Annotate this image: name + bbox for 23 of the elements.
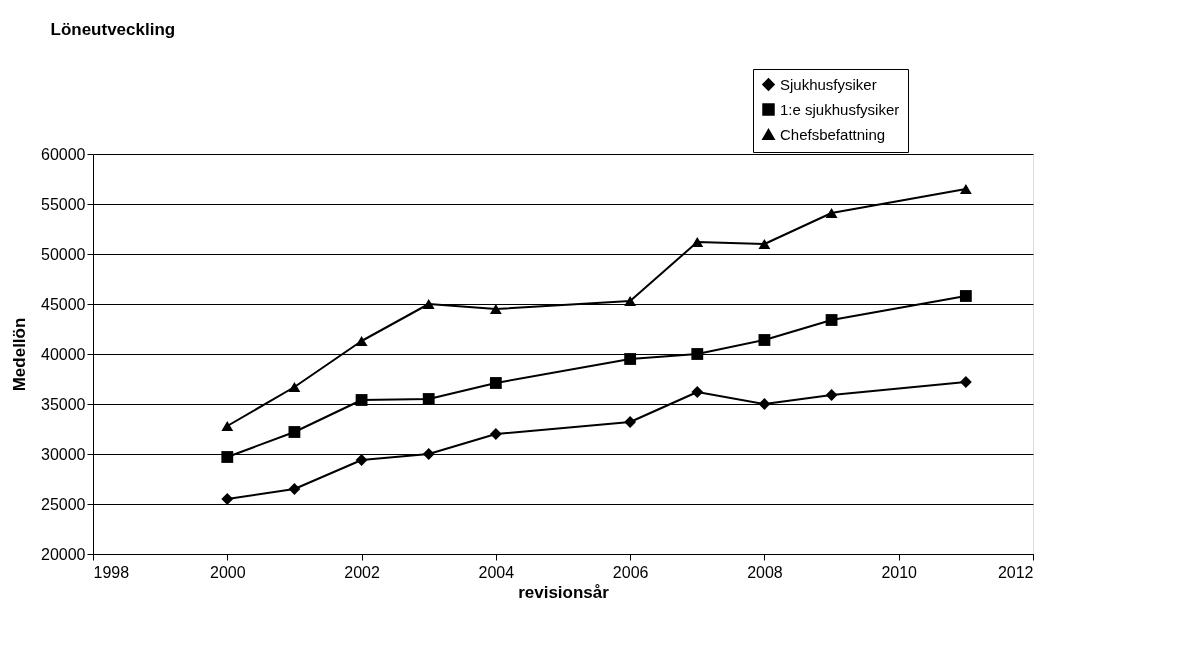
y-tick-label: 55000 xyxy=(41,195,86,213)
y-tick-label: 30000 xyxy=(41,445,86,463)
y-tick-label: 35000 xyxy=(41,395,86,413)
y-tick-label: 45000 xyxy=(41,295,86,313)
x-tick-label: 2010 xyxy=(881,563,918,581)
y-axis-title: Medellön xyxy=(10,317,30,392)
y-tick-label: 60000 xyxy=(41,145,86,163)
y-tick-label: 50000 xyxy=(41,245,86,263)
y-tick-label: 40000 xyxy=(41,345,86,363)
x-axis-title: revisionsår xyxy=(518,582,610,602)
x-tick-label: 2000 xyxy=(209,563,246,581)
legend-label: Sjukhusfysiker xyxy=(780,75,877,93)
x-tick-label: 2004 xyxy=(478,563,515,581)
x-tick-label: 2006 xyxy=(612,563,649,581)
x-tick-label: 2008 xyxy=(747,563,783,581)
legend-label: 1:e sjukhusfysiker xyxy=(780,100,900,118)
y-tick-label: 20000 xyxy=(41,545,86,563)
x-tick-label: 1998 xyxy=(93,563,130,581)
x-tick-label: 2012 xyxy=(997,563,1034,581)
y-tick-label: 25000 xyxy=(41,495,86,513)
legend-label: Chefsbefattning xyxy=(780,125,886,143)
x-tick-label: 2002 xyxy=(344,563,380,581)
chart-title: Löneutveckling xyxy=(50,19,176,39)
